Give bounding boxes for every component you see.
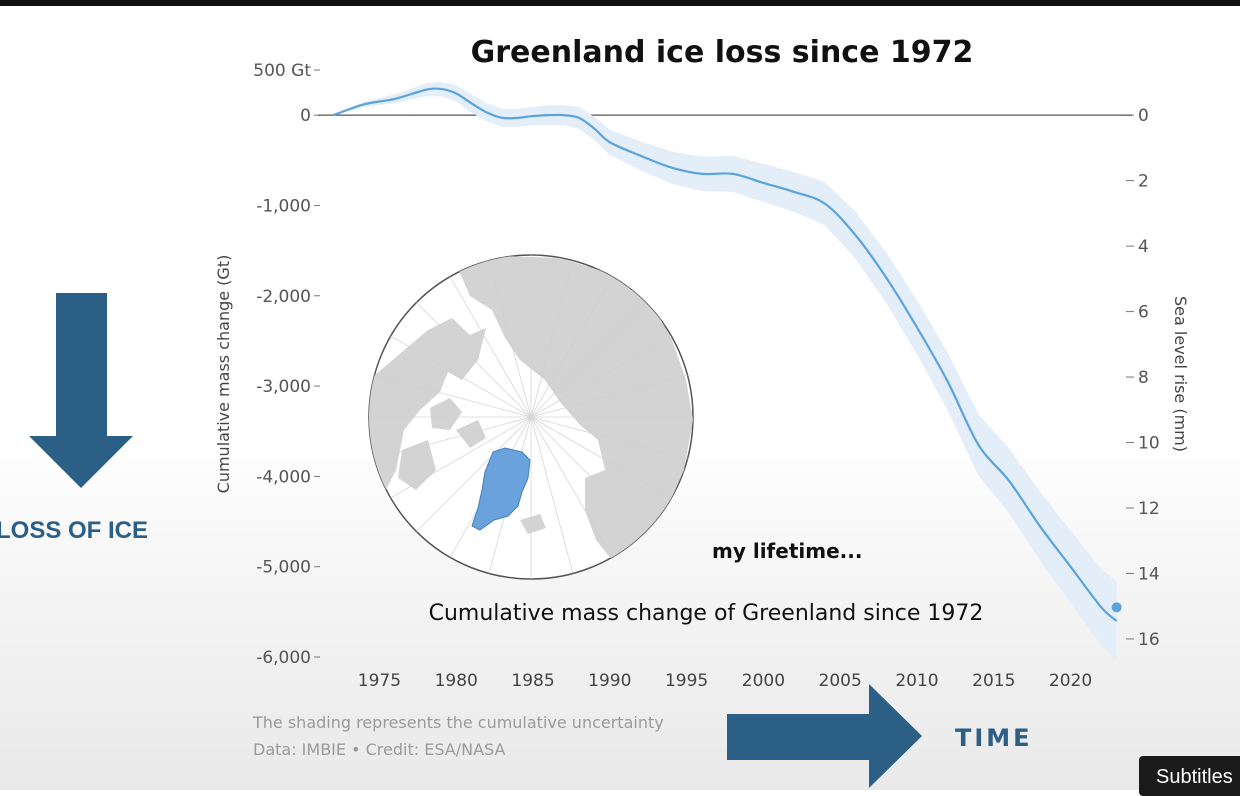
time-arrow	[727, 684, 922, 788]
loss-of-ice-label: LOSS OF ICE	[0, 517, 148, 544]
x-tick-label: 2020	[1049, 671, 1092, 691]
series-line	[332, 87, 1118, 622]
x-tick-label: 1995	[665, 671, 708, 691]
land-canadian-islands	[398, 398, 486, 490]
y-tick-label: -5,000	[256, 558, 311, 578]
time-label: TIME	[955, 724, 1033, 752]
endpoint-marker	[1111, 602, 1122, 613]
x-tick-label: 2000	[742, 671, 785, 691]
land-eurasia	[455, 256, 693, 540]
x-tick-label: 2015	[972, 671, 1015, 691]
y2-tick-label: 8	[1138, 368, 1149, 388]
y2-tick-label: 6	[1138, 303, 1149, 323]
greenland-shape	[471, 447, 531, 531]
y-tick-label: 0	[300, 106, 311, 126]
x-tick-label: 1980	[435, 671, 478, 691]
x-tick-label: 1990	[588, 671, 631, 691]
land-iceland	[520, 514, 546, 534]
land-north-america	[369, 318, 486, 492]
y2-tick-label: 12	[1138, 499, 1160, 519]
x-tick-label: 1975	[358, 671, 401, 691]
chart-subtitle: Cumulative mass change of Greenland sinc…	[429, 601, 984, 626]
land-scandinavia	[585, 470, 640, 560]
y2-axis-title: Sea level rise (mm)	[1171, 296, 1190, 452]
y-tick-label: -6,000	[256, 648, 311, 668]
x-tick-label: 1985	[511, 671, 554, 691]
map-landmasses	[369, 256, 693, 560]
shading-note: The shading represents the cumulative un…	[252, 713, 664, 732]
y-axis-ticks: 500 Gt 0 -1,000 -2,000 -3,000 -4,000 -5,000 -6,…	[253, 61, 320, 668]
chart-title: Greenland ice loss since 1972	[471, 35, 974, 70]
y2-tick-label: 14	[1138, 564, 1160, 584]
y-tick-label: -1,000	[256, 196, 311, 216]
subtitles-button[interactable]: Subtitles	[1139, 756, 1240, 796]
y2-tick-label: 4	[1138, 237, 1149, 257]
y-tick-label: -4,000	[256, 467, 311, 487]
y2-tick-label: 2	[1138, 172, 1149, 192]
x-tick-label: 2010	[895, 671, 938, 691]
lifetime-annotation: my lifetime...	[712, 539, 862, 563]
y2-axis-ticks: 0 2 4 6 8 10 12 14 16	[1126, 106, 1160, 650]
y2-tick-label: 10	[1138, 434, 1160, 454]
map-meridians	[369, 255, 693, 579]
y-tick-label: 500 Gt	[253, 61, 311, 81]
loss-of-ice-arrow	[29, 293, 133, 488]
credit-note: Data: IMBIE • Credit: ESA/NASA	[253, 740, 505, 759]
x-axis-ticks: 1975 1980 1985 1990 1995 2000 2005 2010 2015 2020	[358, 671, 1092, 691]
x-tick-label: 2005	[819, 671, 862, 691]
y2-tick-label: 16	[1138, 630, 1160, 650]
arctic-map-inset	[368, 254, 694, 580]
y-tick-label: -2,000	[256, 287, 311, 307]
y-tick-label: -3,000	[256, 377, 311, 397]
top-border	[0, 0, 1240, 6]
y2-tick-label: 0	[1138, 106, 1149, 126]
y-axis-title: Cumulative mass change (Gt)	[214, 255, 233, 494]
